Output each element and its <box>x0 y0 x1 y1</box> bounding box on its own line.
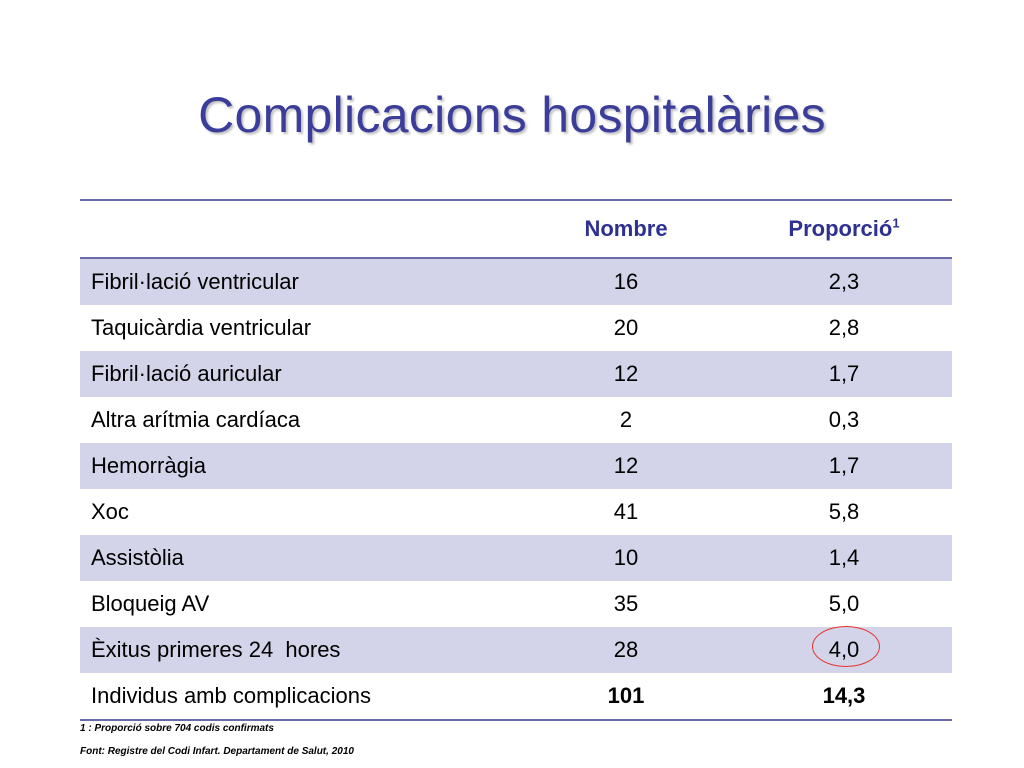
row-nombre: 12 <box>516 443 736 489</box>
row-label: Assistòlia <box>80 535 516 581</box>
table-row: Fibril·lació ventricular 16 2,3 <box>80 258 952 305</box>
table-row: Assistòlia 10 1,4 <box>80 535 952 581</box>
row-nombre: 2 <box>516 397 736 443</box>
row-proporcio: 14,3 <box>736 673 952 721</box>
header-nombre: Nombre <box>516 199 736 259</box>
row-label: Fibril·lació ventricular <box>80 258 516 305</box>
row-nombre: 10 <box>516 535 736 581</box>
row-proporcio: 1,7 <box>736 351 952 397</box>
header-proporcio-superscript: 1 <box>892 215 900 231</box>
footnote-proportion: 1 : Proporció sobre 704 codis confirmats <box>80 723 274 734</box>
row-proporcio: 5,0 <box>736 581 952 627</box>
row-label: Bloqueig AV <box>80 581 516 627</box>
row-nombre: 101 <box>516 673 736 721</box>
row-label: Altra arítmia cardíaca <box>80 397 516 443</box>
header-proporcio: Proporció1 <box>736 199 952 259</box>
row-proporcio: 2,8 <box>736 305 952 351</box>
row-nombre: 16 <box>516 258 736 305</box>
row-proporcio: 0,3 <box>736 397 952 443</box>
complications-table: Nombre Proporció1 Fibril·lació ventricul… <box>80 199 952 721</box>
row-proporcio: 5,8 <box>736 489 952 535</box>
table-row: Fibril·lació auricular 12 1,7 <box>80 351 952 397</box>
row-nombre: 12 <box>516 351 736 397</box>
table-row: Xoc 41 5,8 <box>80 489 952 535</box>
row-proporcio: 1,4 <box>736 535 952 581</box>
row-proporcio: 2,3 <box>736 258 952 305</box>
row-nombre: 41 <box>516 489 736 535</box>
highlight-circle <box>811 626 880 667</box>
table-header-row: Nombre Proporció1 <box>80 199 952 259</box>
row-proporcio: 4,0 <box>736 626 952 673</box>
footnote-source: Font: Registre del Codi Infart. Departam… <box>80 746 354 757</box>
table-row: Altra arítmia cardíaca 2 0,3 <box>80 397 952 443</box>
header-proporcio-text: Proporció <box>788 216 893 241</box>
table-row: Èxitus primeres 24 hores 28 4,0 <box>80 626 952 673</box>
row-label: Xoc <box>80 489 516 535</box>
row-label: Hemorràgia <box>80 443 516 489</box>
row-nombre: 35 <box>516 581 736 627</box>
table-row-total: Individus amb complicacions 101 14,3 <box>80 673 952 721</box>
row-label: Taquicàrdia ventricular <box>80 305 516 351</box>
row-label: Individus amb complicacions <box>80 673 516 721</box>
header-label <box>80 199 516 259</box>
row-nombre: 28 <box>516 627 736 673</box>
table-row: Taquicàrdia ventricular 20 2,8 <box>80 305 952 351</box>
row-label: Èxitus primeres 24 hores <box>80 627 516 673</box>
row-nombre: 20 <box>516 305 736 351</box>
highlighted-value: 4,0 <box>811 626 880 667</box>
table-row: Hemorràgia 12 1,7 <box>80 443 952 489</box>
row-label: Fibril·lació auricular <box>80 351 516 397</box>
row-proporcio: 1,7 <box>736 443 952 489</box>
slide-title: Complicacions hospitalàries <box>198 87 826 143</box>
table-row: Bloqueig AV 35 5,0 <box>80 581 952 627</box>
